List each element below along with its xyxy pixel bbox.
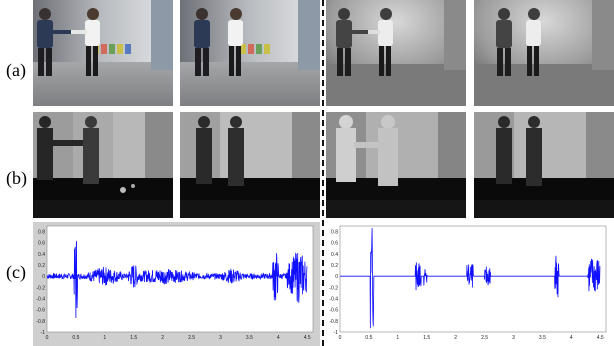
xtick-label: 1 [396,335,399,341]
row-label-a: (a) [6,60,26,80]
ytick-label: -0.2 [329,285,338,291]
ytick-label: 0.6 [38,241,45,247]
ytick-label: 0 [42,274,45,280]
waveform-plot-1: 0.8 0.6 0.4 0.2 0 -0.2 -0.4 -0.6 -0.8 -1 0 0.5 1 1.5… [33,222,320,346]
depth-frame-4 [474,112,614,218]
xtick-label: 4 [570,335,573,341]
xtick-label: 2 [454,335,457,341]
depth-frame-3 [326,112,466,218]
ytick-label: -0.6 [36,308,45,314]
rgb-frame-2 [180,0,320,106]
ytick-label: 0.2 [331,263,338,269]
rgb-frame-1 [33,0,173,106]
xtick-label: 0 [339,335,342,341]
waveform-trace-1 [46,240,308,319]
ytick-label: 0.2 [38,263,45,269]
ytick-label: -0.8 [329,319,338,325]
ytick-label: -0.4 [329,297,338,303]
rgb-frame-3 [326,0,466,106]
ytick-label: 0 [335,274,338,280]
row-label-c: (c) [6,262,26,282]
dashed-divider [322,0,324,346]
xtick-label: 4.5 [304,335,311,341]
xtick-label: 2.5 [481,335,488,341]
ytick-label: -1 [41,330,46,336]
rgb-frame-4 [474,0,614,106]
xtick-label: 3 [512,335,515,341]
ytick-label: -0.8 [36,319,45,325]
xtick-label: 1 [103,335,106,341]
ytick-label: 0.8 [331,230,338,236]
xtick-label: 1.5 [423,335,430,341]
xtick-label: 4 [277,335,280,341]
xtick-label: 2 [161,335,164,341]
row-label-b: (b) [6,168,27,188]
xtick-label: 4.5 [597,335,604,341]
xtick-label: 1.5 [130,335,137,341]
xtick-label: 0.5 [72,335,79,341]
xtick-label: 0 [46,335,49,341]
depth-frame-1 [33,112,173,218]
ytick-label: -0.6 [329,308,338,314]
ytick-label: -1 [334,330,339,336]
depth-frame-2 [180,112,320,218]
ytick-label: 0.4 [331,252,338,258]
waveform-plot-2: 0.8 0.6 0.4 0.2 0 -0.2 -0.4 -0.6 -0.8 -1 0 0.5 1 1.5… [326,222,614,346]
waveform-trace-2 [340,228,601,329]
xtick-label: 3.5 [539,335,546,341]
xtick-label: 3.5 [246,335,253,341]
xtick-label: 0.5 [365,335,372,341]
ytick-label: 0.8 [38,230,45,236]
ytick-label: -0.4 [36,297,45,303]
ytick-label: 0.6 [331,241,338,247]
ytick-label: 0.4 [38,252,45,258]
xtick-label: 2.5 [188,335,195,341]
xtick-label: 3 [219,335,222,341]
ytick-label: -0.2 [36,285,45,291]
plot2-axes [339,225,607,333]
